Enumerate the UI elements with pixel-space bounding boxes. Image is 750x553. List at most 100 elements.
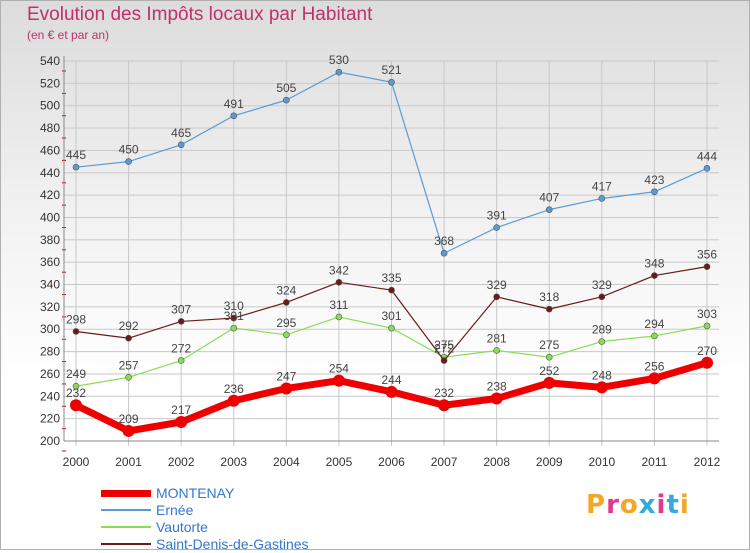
data-label: 329	[487, 278, 507, 292]
data-point	[388, 324, 395, 332]
data-label: 217	[171, 403, 191, 417]
data-point	[332, 374, 345, 387]
data-point	[72, 382, 80, 390]
data-label: 348	[644, 257, 664, 271]
data-point	[651, 188, 658, 196]
data-point	[227, 394, 240, 407]
data-label: 292	[119, 319, 139, 333]
legend-swatch	[101, 543, 151, 545]
data-label: 423	[644, 173, 664, 187]
data-label: 407	[539, 191, 559, 205]
y-tick-label: 400	[40, 210, 60, 224]
chart-title: Evolution des Impôts locaux par Habitant	[27, 4, 373, 25]
y-tick-label: 380	[40, 233, 60, 247]
y-tick-label: 280	[40, 345, 60, 359]
data-label: 295	[276, 316, 296, 330]
data-label: 324	[276, 283, 296, 297]
data-point	[440, 357, 448, 364]
data-point	[648, 372, 661, 385]
data-point	[280, 382, 293, 395]
data-label: 368	[434, 234, 454, 248]
data-label: 281	[487, 331, 507, 345]
data-label: 275	[539, 338, 559, 352]
y-tick-label: 460	[40, 143, 60, 157]
logo-letter: i	[656, 490, 667, 520]
data-label: 248	[592, 368, 612, 382]
data-label: 307	[171, 302, 191, 316]
data-point	[230, 324, 238, 332]
y-tick-label: 480	[40, 121, 60, 135]
data-point	[177, 318, 185, 325]
data-label: 238	[487, 380, 507, 394]
data-point	[335, 313, 343, 321]
data-label: 289	[592, 323, 612, 337]
data-point	[440, 249, 448, 257]
x-tick-label: 2009	[536, 455, 563, 469]
data-point	[703, 263, 711, 270]
data-label: 244	[381, 373, 401, 387]
legend-swatch	[101, 526, 151, 528]
y-tick-label: 220	[40, 412, 60, 426]
y-tick-label: 540	[40, 54, 60, 68]
data-label: 272	[171, 342, 191, 356]
data-label: 294	[644, 317, 664, 331]
data-label: 329	[592, 278, 612, 292]
logo-letter: o	[619, 490, 639, 520]
data-point	[543, 376, 556, 389]
data-point	[703, 322, 711, 330]
data-point	[125, 158, 132, 165]
data-point	[385, 385, 398, 398]
data-label: 491	[224, 97, 244, 111]
data-point	[283, 331, 290, 339]
data-point	[598, 293, 606, 301]
data-label: 249	[66, 367, 86, 381]
data-point	[595, 381, 608, 394]
data-label: 209	[119, 412, 139, 426]
x-tick-label: 2008	[483, 455, 510, 469]
x-tick-label: 2007	[431, 455, 458, 469]
data-label: 356	[697, 248, 717, 262]
data-point	[703, 164, 711, 172]
data-point	[490, 392, 503, 405]
data-point	[598, 195, 606, 202]
x-tick-label: 2010	[588, 455, 615, 469]
data-label: 310	[224, 299, 244, 313]
x-tick-label: 2001	[115, 455, 142, 469]
logo-letter: i	[679, 490, 690, 520]
data-point	[72, 163, 80, 171]
y-tick-label: 300	[40, 322, 60, 336]
x-tick-label: 2002	[168, 455, 195, 469]
data-point	[230, 314, 238, 322]
legend-label: Saint-Denis-de-Gastines	[156, 536, 309, 552]
data-label: 298	[66, 312, 86, 326]
data-label: 303	[697, 307, 717, 321]
data-point	[545, 305, 553, 313]
y-tick-label: 520	[40, 76, 60, 90]
x-tick-label: 2004	[273, 455, 300, 469]
data-label: 530	[329, 53, 349, 67]
logo-letter: x	[638, 490, 657, 520]
chart-subtitle: (en € et par an)	[27, 28, 110, 42]
data-label: 505	[276, 81, 296, 95]
y-tick-label: 500	[40, 99, 60, 113]
data-point	[701, 356, 713, 369]
y-tick-label: 440	[40, 166, 60, 180]
x-tick-label: 2005	[326, 455, 353, 469]
data-point	[125, 334, 132, 342]
data-point	[230, 112, 238, 120]
x-tick-label: 2006	[378, 455, 405, 469]
data-point	[177, 141, 185, 149]
data-label: 342	[329, 263, 349, 277]
data-label: 252	[539, 364, 559, 378]
y-tick-label: 320	[40, 300, 60, 314]
legend-label: Ernée	[156, 502, 194, 518]
data-label: 301	[381, 309, 401, 323]
data-label: 301	[224, 309, 244, 323]
data-point	[122, 424, 135, 437]
data-point	[598, 338, 606, 345]
data-label: 247	[276, 369, 296, 383]
data-point	[70, 399, 82, 412]
y-tick-label: 200	[40, 434, 60, 448]
data-point	[335, 278, 343, 286]
